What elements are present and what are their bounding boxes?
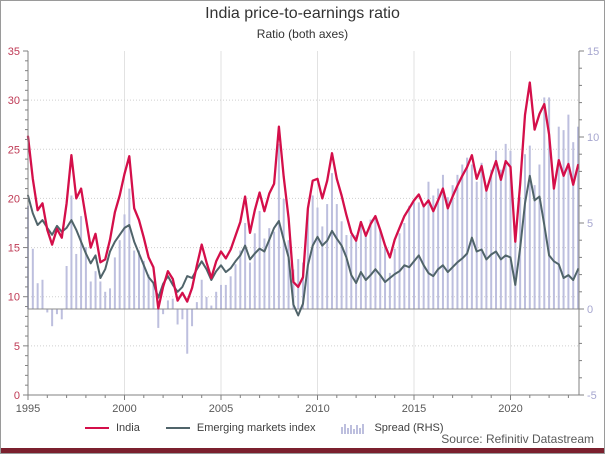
- pe-ratio-chart-canvas: 0 5 10 15 20 25 30 35 -5 0 5 10 15 1995 2000 2005 2010 20…: [8, 46, 600, 415]
- svg-text:5: 5: [14, 341, 20, 353]
- svg-text:5: 5: [587, 218, 593, 230]
- svg-text:30: 30: [8, 95, 20, 107]
- svg-text:2010: 2010: [305, 403, 329, 415]
- legend-item-india: India: [85, 422, 140, 434]
- svg-text:2000: 2000: [112, 403, 136, 415]
- svg-text:2015: 2015: [402, 403, 426, 415]
- legend-label-spread: Spread (RHS): [374, 422, 444, 434]
- svg-text:15: 15: [8, 243, 20, 255]
- svg-text:10: 10: [587, 132, 599, 144]
- svg-text:15: 15: [587, 46, 599, 58]
- svg-text:0: 0: [14, 390, 20, 402]
- svg-text:25: 25: [8, 144, 20, 156]
- brand-strip: [1, 448, 604, 453]
- em-line-swatch-icon: [165, 427, 190, 429]
- svg-text:1995: 1995: [16, 403, 40, 415]
- svg-text:2005: 2005: [209, 403, 233, 415]
- legend-item-spread: Spread (RHS): [341, 422, 444, 434]
- svg-text:35: 35: [8, 46, 20, 58]
- svg-text:-5: -5: [587, 390, 597, 402]
- chart-subtitle: Ratio (both axes): [256, 27, 349, 41]
- legend-label-em: Emerging markets index: [196, 422, 316, 434]
- spread-bars-swatch-icon: [341, 424, 365, 434]
- chart-legend: India Emerging markets index Spread (RHS…: [85, 422, 444, 434]
- svg-text:10: 10: [8, 292, 20, 304]
- legend-item-em: Emerging markets index: [165, 422, 316, 434]
- chart-title: India price-to-earnings ratio: [205, 5, 400, 22]
- india-line-swatch-icon: [85, 427, 109, 429]
- source-note: Source: Refinitiv Datastream: [441, 432, 594, 446]
- svg-text:20: 20: [8, 193, 20, 205]
- legend-label-india: India: [116, 422, 140, 434]
- svg-text:2020: 2020: [498, 403, 522, 415]
- svg-text:0: 0: [587, 304, 593, 316]
